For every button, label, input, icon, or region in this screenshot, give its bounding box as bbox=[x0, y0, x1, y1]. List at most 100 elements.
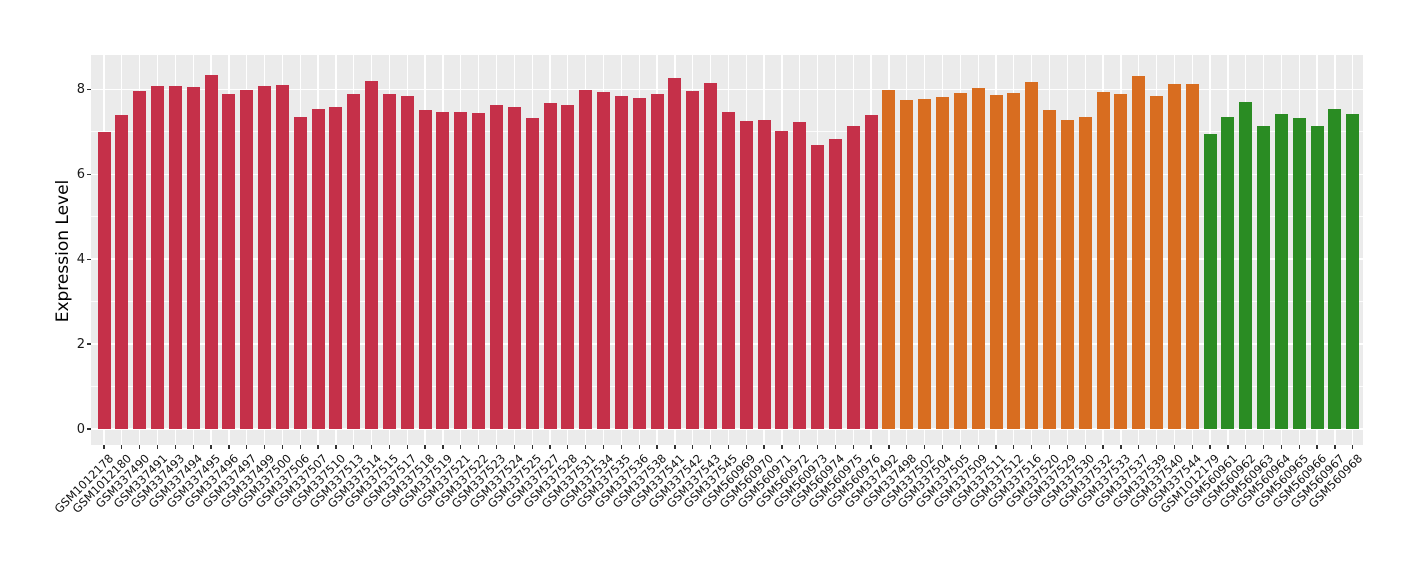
bar-GSM337518 bbox=[418, 110, 432, 429]
x-axis-tick bbox=[388, 445, 391, 449]
y-axis-tick-label: 8 bbox=[76, 81, 85, 97]
bar-GSM337542 bbox=[686, 90, 700, 429]
bar-GSM560970 bbox=[757, 120, 771, 429]
bar-GSM560961 bbox=[1221, 116, 1235, 429]
x-axis-tick bbox=[424, 445, 426, 449]
y-axis-tick-label: 4 bbox=[76, 251, 85, 267]
x-axis-tick bbox=[1102, 445, 1104, 449]
bar-GSM560973 bbox=[811, 144, 825, 429]
y-axis-tick bbox=[87, 428, 91, 430]
y-axis-tick bbox=[87, 173, 91, 175]
x-axis-tick bbox=[121, 445, 123, 449]
x-axis-tick bbox=[228, 445, 230, 449]
bar-GSM560972 bbox=[793, 122, 807, 429]
bar-GSM337532 bbox=[1096, 91, 1110, 429]
bar-GSM337500 bbox=[275, 84, 289, 429]
bar-GSM337499 bbox=[258, 86, 272, 429]
x-axis-tick bbox=[1245, 445, 1247, 449]
bar-GSM337544 bbox=[1185, 84, 1199, 429]
x-axis-tick bbox=[103, 445, 105, 449]
x-axis-tick bbox=[816, 445, 819, 449]
bar-GSM337531 bbox=[579, 90, 593, 429]
bar-GSM560969 bbox=[739, 121, 753, 429]
x-axis-tick bbox=[353, 445, 355, 449]
x-axis-tick bbox=[1316, 445, 1318, 449]
bar-GSM337539 bbox=[1150, 95, 1164, 429]
bar-GSM337541 bbox=[668, 78, 682, 429]
y-axis-tick bbox=[87, 343, 91, 345]
x-axis-tick bbox=[1262, 445, 1265, 449]
x-axis-tick bbox=[1334, 445, 1336, 449]
bar-GSM337490 bbox=[133, 90, 147, 429]
bar-GSM337493 bbox=[168, 86, 182, 429]
x-axis-tick bbox=[1352, 445, 1354, 449]
bar-GSM337492 bbox=[882, 89, 896, 429]
bar-GSM337545 bbox=[721, 111, 735, 429]
chart-panel bbox=[91, 55, 1363, 445]
x-axis-tick bbox=[1191, 445, 1193, 449]
bar-GSM337540 bbox=[1167, 83, 1181, 429]
bar-GSM337494 bbox=[186, 86, 200, 429]
bar-GSM560968 bbox=[1346, 113, 1360, 429]
bar-GSM337511 bbox=[989, 95, 1003, 429]
x-axis-tick bbox=[995, 445, 997, 449]
bar-GSM337535 bbox=[614, 95, 628, 429]
bar-GSM337536 bbox=[632, 98, 646, 429]
bar-GSM337527 bbox=[543, 103, 557, 429]
x-axis-tick bbox=[531, 445, 533, 449]
bar-GSM337516 bbox=[1025, 81, 1039, 429]
y-axis-title: Expression Level bbox=[53, 179, 73, 323]
bar-GSM337533 bbox=[1114, 94, 1128, 429]
bar-GSM337507 bbox=[311, 109, 325, 429]
x-axis-tick bbox=[1066, 445, 1068, 449]
x-axis-tick bbox=[1031, 445, 1033, 449]
x-axis-tick bbox=[852, 445, 854, 449]
x-axis-tick bbox=[246, 445, 248, 449]
x-axis-tick bbox=[692, 445, 694, 449]
bar-GSM560965 bbox=[1292, 117, 1306, 429]
x-axis-tick bbox=[799, 445, 801, 449]
bar-GSM560974 bbox=[828, 138, 842, 429]
bar-GSM337512 bbox=[1007, 93, 1021, 429]
bar-GSM1012180 bbox=[115, 114, 129, 429]
bar-GSM337505 bbox=[953, 93, 967, 429]
bar-GSM337502 bbox=[918, 98, 932, 429]
x-axis-tick bbox=[263, 445, 266, 449]
x-axis-tick bbox=[513, 445, 515, 449]
x-axis-tick bbox=[210, 445, 212, 449]
x-axis-tick bbox=[923, 445, 926, 449]
x-axis-tick bbox=[1209, 445, 1211, 449]
x-axis-tick bbox=[281, 445, 284, 449]
x-axis-tick bbox=[656, 445, 658, 449]
x-axis-tick bbox=[370, 445, 373, 449]
x-axis-tick bbox=[585, 445, 587, 449]
bar-GSM560975 bbox=[846, 126, 860, 429]
bar-GSM560967 bbox=[1328, 109, 1342, 429]
bar-GSM337521 bbox=[454, 111, 468, 429]
bar-GSM337504 bbox=[935, 96, 949, 429]
x-axis-tick bbox=[602, 445, 605, 449]
x-axis-tick bbox=[549, 445, 551, 449]
bar-GSM337525 bbox=[525, 117, 539, 429]
gridline-major-y-0 bbox=[91, 428, 1363, 430]
bar-GSM337495 bbox=[204, 74, 218, 429]
bar-GSM1012179 bbox=[1203, 133, 1217, 429]
bar-GSM337506 bbox=[293, 116, 307, 429]
bar-GSM337538 bbox=[650, 94, 664, 429]
bar-GSM337528 bbox=[561, 105, 575, 429]
bar-GSM337520 bbox=[1043, 109, 1057, 429]
bar-GSM337530 bbox=[1078, 116, 1092, 429]
x-axis-tick bbox=[763, 445, 765, 449]
y-axis-tick-label: 0 bbox=[76, 421, 85, 437]
x-axis-tick bbox=[870, 445, 872, 449]
bar-GSM337523 bbox=[489, 104, 503, 429]
bar-GSM337519 bbox=[436, 112, 450, 429]
x-axis-tick bbox=[1048, 445, 1051, 449]
x-axis-tick bbox=[620, 445, 622, 449]
x-axis-tick bbox=[1227, 445, 1229, 449]
x-axis-tick bbox=[834, 445, 837, 449]
bar-GSM560964 bbox=[1274, 113, 1288, 429]
bar-GSM337524 bbox=[507, 106, 521, 429]
bar-GSM337534 bbox=[597, 92, 611, 429]
